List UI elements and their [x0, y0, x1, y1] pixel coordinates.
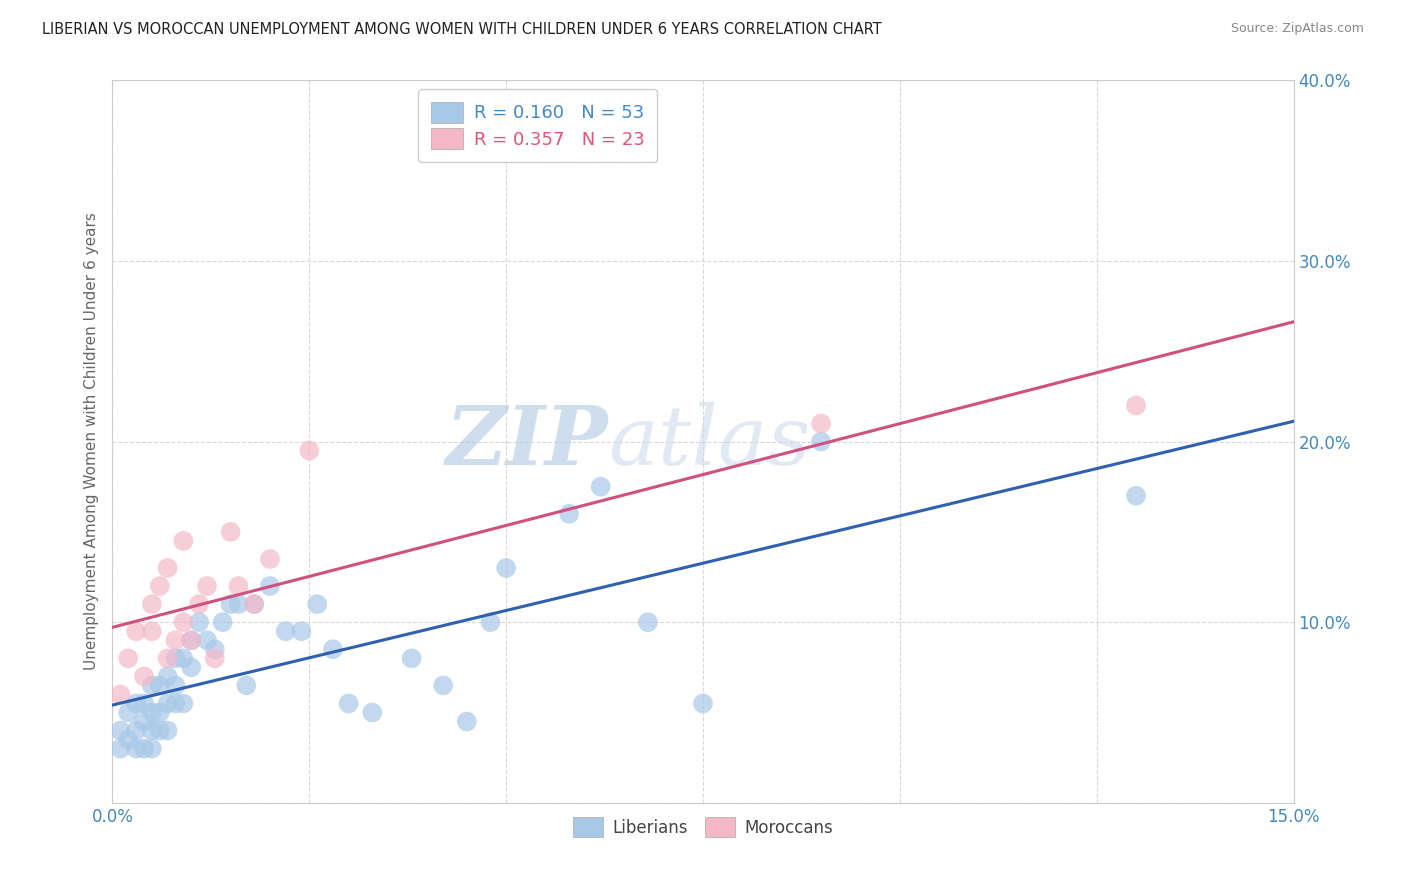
Point [180, 660, 202, 674]
Point [125, 697, 148, 711]
Point [110, 687, 132, 701]
Point [589, 480, 612, 494]
Point [298, 443, 321, 458]
Point [132, 697, 155, 711]
Point [188, 597, 211, 611]
Point [141, 597, 163, 611]
Point [141, 624, 163, 639]
Point [259, 579, 281, 593]
Point [156, 723, 179, 738]
Point [259, 552, 281, 566]
Point [132, 741, 155, 756]
Point [117, 732, 139, 747]
Point [117, 706, 139, 720]
Point [132, 669, 155, 683]
Point [219, 524, 242, 539]
Point [125, 624, 148, 639]
Point [180, 633, 202, 648]
Point [110, 741, 132, 756]
Point [637, 615, 659, 630]
Point [188, 615, 211, 630]
Point [117, 651, 139, 665]
Point [165, 651, 187, 665]
Point [558, 507, 581, 521]
Point [156, 561, 179, 575]
Point [243, 597, 266, 611]
Point [172, 697, 194, 711]
Point [165, 678, 187, 692]
Point [149, 706, 172, 720]
Point [228, 597, 250, 611]
Point [495, 561, 517, 575]
Point [125, 741, 148, 756]
Point [290, 624, 312, 639]
Point [172, 533, 194, 548]
Point [274, 624, 297, 639]
Point [243, 597, 266, 611]
Point [195, 633, 218, 648]
Point [204, 651, 226, 665]
Point [211, 615, 233, 630]
Point [195, 579, 218, 593]
Point [322, 642, 344, 657]
Point [141, 678, 163, 692]
Point [156, 669, 179, 683]
Point [165, 633, 187, 648]
Point [172, 615, 194, 630]
Text: Source: ZipAtlas.com: Source: ZipAtlas.com [1230, 22, 1364, 36]
Point [141, 706, 163, 720]
Point [204, 642, 226, 657]
Point [219, 597, 242, 611]
Point [141, 741, 163, 756]
Y-axis label: Unemployment Among Women with Children Under 6 years: Unemployment Among Women with Children U… [83, 212, 98, 671]
Point [156, 697, 179, 711]
Point [110, 723, 132, 738]
Point [149, 723, 172, 738]
Point [141, 723, 163, 738]
Point [149, 579, 172, 593]
Point [810, 434, 832, 449]
Point [432, 678, 454, 692]
Point [361, 706, 384, 720]
Point [156, 651, 179, 665]
Point [307, 597, 329, 611]
Point [180, 633, 202, 648]
Text: ZIP: ZIP [446, 401, 609, 482]
Point [235, 678, 257, 692]
Point [401, 651, 423, 665]
Point [1125, 489, 1147, 503]
Point [172, 651, 194, 665]
Point [692, 697, 714, 711]
Point [810, 417, 832, 431]
Legend: Liberians, Moroccans: Liberians, Moroccans [564, 809, 842, 845]
Text: atlas: atlas [609, 401, 811, 482]
Point [228, 579, 250, 593]
Point [125, 723, 148, 738]
Text: LIBERIAN VS MOROCCAN UNEMPLOYMENT AMONG WOMEN WITH CHILDREN UNDER 6 YEARS CORREL: LIBERIAN VS MOROCCAN UNEMPLOYMENT AMONG … [42, 22, 882, 37]
Point [165, 697, 187, 711]
Point [1125, 398, 1147, 412]
Point [149, 678, 172, 692]
Point [337, 697, 360, 711]
Point [456, 714, 478, 729]
Point [479, 615, 502, 630]
Point [132, 714, 155, 729]
